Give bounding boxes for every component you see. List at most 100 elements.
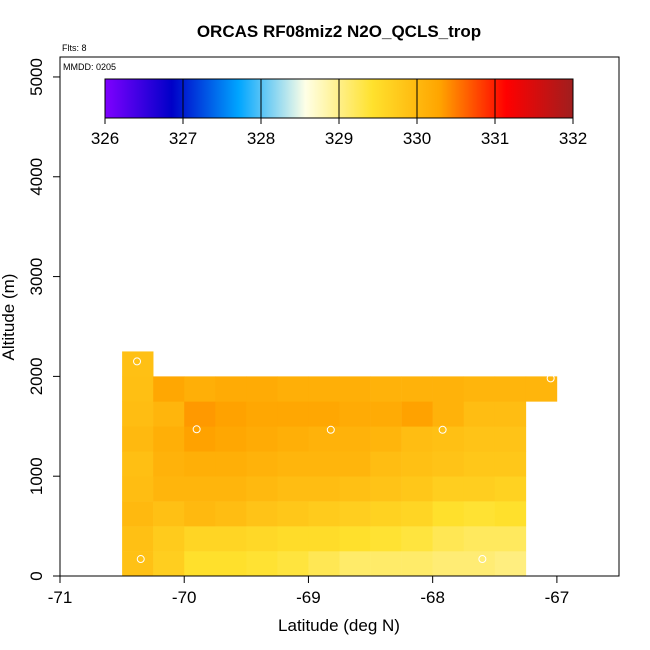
heatmap-cell [215,501,247,527]
y-tick-label: 3000 [27,258,46,296]
heatmap-cell [432,476,465,502]
sample-point [546,374,555,383]
heatmap-cell [215,401,247,427]
chart-title: ORCAS RF08miz2 N2O_QCLS_trop [197,22,481,41]
heatmap-cell [339,551,371,577]
heatmap-cell [308,526,340,552]
plot-frame [59,56,620,577]
heatmap-cell [339,401,371,427]
heatmap-cell [122,376,154,402]
heatmap-cell [370,426,402,452]
y-axis: 0 1000 2000 3000 4000 5000 [27,58,60,581]
heatmap-cell [494,501,527,527]
heatmap-cell [463,426,496,452]
heatmap-cell [370,376,402,402]
heatmap-cell [184,501,216,527]
heatmap-cell [215,376,247,402]
heatmap-cell [339,476,371,502]
heatmap-cell [246,401,278,427]
heatmap-cell [122,401,154,427]
heatmap-cell [277,376,309,402]
heatmap-cell [401,401,433,427]
sample-point [133,357,142,366]
heatmap-cell [122,526,154,552]
heatmap-cell [401,376,433,402]
heatmap-cell [370,551,402,577]
heatmap-cell [277,501,309,527]
heatmap-cell [401,501,433,527]
heatmap-cell [525,376,558,402]
sample-point [326,425,335,434]
x-axis-label: Latitude (deg N) [278,616,400,635]
heatmap-cell [494,426,527,452]
points-layer [133,357,555,564]
heatmap-cell [308,551,340,577]
heatmap-cell [153,551,185,577]
y-tick-label: 4000 [27,158,46,196]
heatmap-cell [339,376,371,402]
heatmap-cell [153,426,185,452]
heatmap-cell [463,401,496,427]
heatmap-cell [184,401,216,427]
colorbar-tick-label: 332 [559,129,587,148]
heatmap-cell [370,526,402,552]
heatmap-cell [308,401,340,427]
heatmap-cell [308,476,340,502]
heatmap-cell [215,551,247,577]
heatmap-cell [153,476,185,502]
y-tick-label: 2000 [27,357,46,395]
heatmap-cell [153,526,185,552]
heatmap-cell [122,451,154,477]
heatmap-cell [215,426,247,452]
heatmap-cell [184,451,216,477]
heatmap-cell [370,401,402,427]
heatmap-cell [401,476,433,502]
heatmap-cell [494,526,527,552]
heatmap-cell [494,451,527,477]
heatmap-cell [153,401,185,427]
heatmap-cell [463,451,496,477]
colorbar-tick-label: 330 [403,129,431,148]
heatmap-cell [277,551,309,577]
colorbar-tick-label: 331 [481,129,509,148]
heatmap-cell [277,476,309,502]
heatmap-cell [401,426,433,452]
heatmap-cell [153,451,185,477]
y-axis-label: Altitude (m) [0,274,18,361]
y-tick-label: 0 [27,571,46,580]
heatmap-cell [246,451,278,477]
x-axis: -71 -70 -69 -68 -67 [48,576,569,607]
colorbar-tick-label: 326 [91,129,119,148]
heatmap-cell [246,501,278,527]
y-tick-label: 1000 [27,457,46,495]
heatmap-cell [308,376,340,402]
heatmap-cell [246,376,278,402]
heatmap-cell [277,426,309,452]
heatmap-cell [122,426,154,452]
x-tick-label: -69 [296,588,321,607]
x-tick-label: -67 [545,588,570,607]
heatmap-cell [432,426,465,452]
heatmap-cell [308,451,340,477]
heatmap-cell [401,451,433,477]
heatmap-cell [463,501,496,527]
heatmap-cell [122,501,154,527]
heatmap-cell [432,376,465,402]
heatmap-cell [308,426,340,452]
sample-point [478,555,487,564]
x-tick-label: -70 [172,588,197,607]
colorbar: 326 327 328 329 330 331 332 [91,78,587,148]
heatmap-cell [432,501,465,527]
heatmap-cell [494,476,527,502]
heatmap-cell [370,476,402,502]
heatmap-cell [215,476,247,502]
heatmap-cell [370,451,402,477]
heatmap-cell [463,551,496,577]
heatmap-cell [494,376,527,402]
heatmap-cell [122,551,154,577]
heatmap-cell [432,401,465,427]
heatmap-cell [432,451,465,477]
heatmap-cell [463,526,496,552]
heatmap-cell [246,426,278,452]
